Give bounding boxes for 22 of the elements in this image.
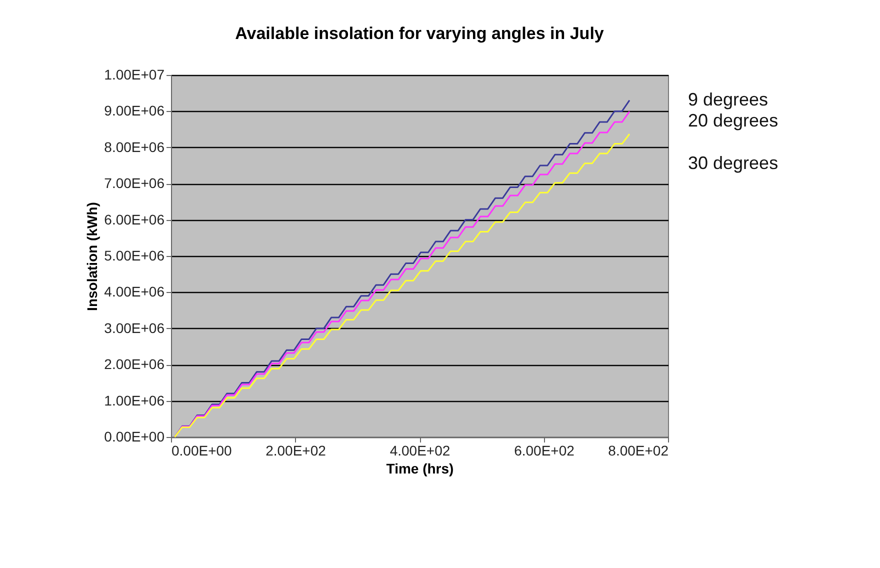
y-tick-label: 9.00E+06 <box>104 102 165 119</box>
y-axis-title: Insolation (kWh) <box>84 202 100 311</box>
y-tick-label: 8.00E+06 <box>104 138 165 155</box>
text: 9 degrees <box>688 89 768 110</box>
x-tick-label: 4.00E+02 <box>390 442 450 458</box>
x-tick-label: 6.00E+02 <box>514 442 575 458</box>
y-tick-label: 1.00E+07 <box>104 66 165 82</box>
x-tick-label: 8.00E+02 <box>608 442 669 458</box>
y-tick-label: 7.00E+06 <box>104 175 165 192</box>
y-tick-label: 5.00E+06 <box>104 248 165 264</box>
y-tick-label: 0.00E+00 <box>104 428 165 444</box>
x-axis-title: Time (hrs) <box>386 460 454 476</box>
y-tick-label: 1.00E+06 <box>104 392 165 408</box>
text: 20 degrees <box>688 110 778 131</box>
x-tick-label: 0.00E+00 <box>172 442 232 458</box>
chart-title: Available insolation for varying angles in July <box>235 24 604 43</box>
y-tick-label: 6.00E+06 <box>104 211 165 228</box>
y-tick-label: 3.00E+06 <box>104 320 165 336</box>
y-tick-label: 4.00E+06 <box>104 284 165 300</box>
y-tick-label: 2.00E+06 <box>104 356 165 372</box>
x-tick-label: 2.00E+02 <box>266 442 326 458</box>
text: 30 degrees <box>688 153 778 174</box>
